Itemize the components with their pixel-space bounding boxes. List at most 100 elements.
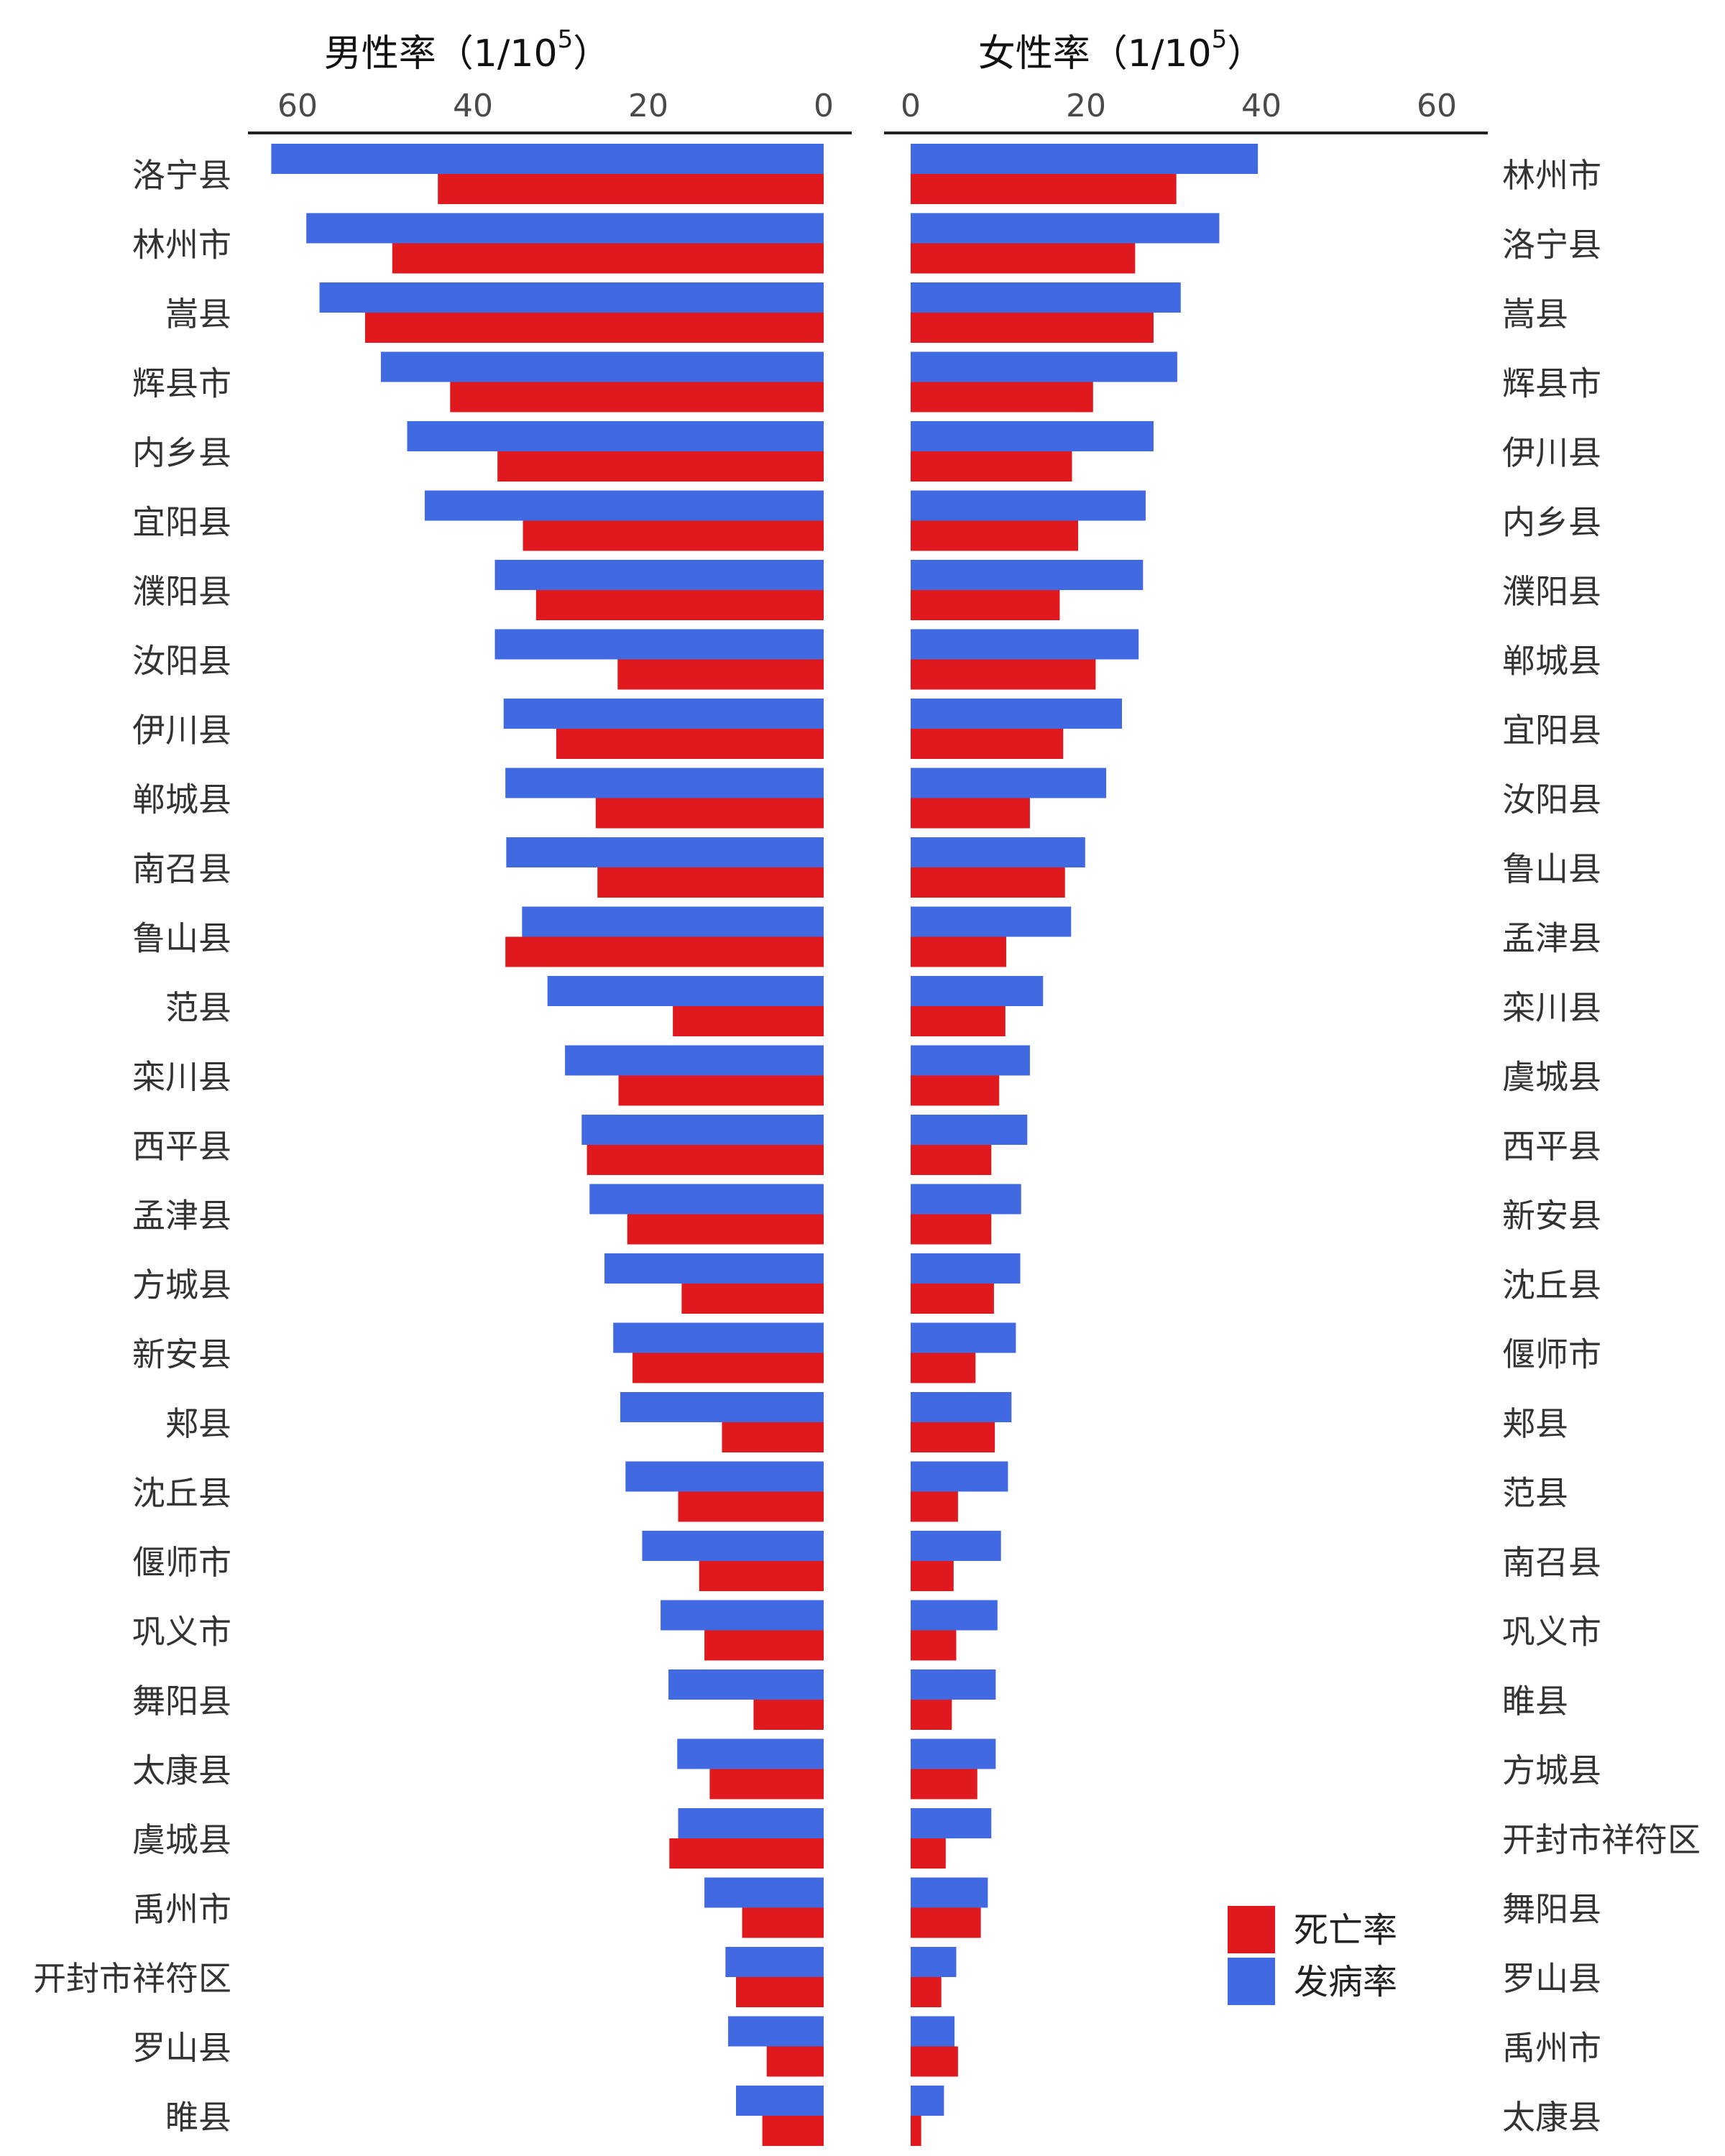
male-bar-mortality [618,1075,824,1106]
male-category-label: 虞城县 [132,1820,231,1859]
male-bar-mortality [535,590,824,620]
female-bar-incidence [911,837,1085,867]
female-bar-incidence [911,490,1146,521]
male-bar-mortality [699,1561,824,1591]
female-bars [911,144,1259,2146]
female-bar-mortality [911,1769,978,1800]
male-bar-incidence [620,1392,824,1422]
female-category-label: 西平县 [1502,1127,1601,1166]
male-bar-incidence [506,837,824,867]
male-bar-incidence [565,1045,824,1076]
female-category-labels: 林州市洛宁县嵩县辉县市伊川县内乡县濮阳县郸城县宜阳县汝阳县鲁山县孟津县栾川县虞城… [1502,156,1701,2137]
female-bar-incidence [911,1045,1030,1076]
legend-swatch [1228,1958,1275,2005]
female-bar-incidence [911,144,1259,174]
female-bar-mortality [911,520,1079,551]
male-bar-mortality [722,1422,824,1452]
female-category-label: 舞阳县 [1502,1890,1601,1929]
female-category-label: 宜阳县 [1502,711,1601,750]
male-bar-incidence [494,560,824,590]
female-category-label: 新安县 [1502,1197,1601,1235]
female-bar-mortality [911,382,1093,413]
female-bar-mortality [911,590,1060,620]
female-x-tick-label: 60 [1417,88,1457,124]
female-bar-incidence [911,1322,1016,1353]
male-category-label: 禹州市 [132,1890,231,1929]
female-bar-mortality [911,1075,1000,1106]
female-bar-mortality [911,2046,958,2077]
female-bar-mortality [911,1006,1006,1036]
female-bar-incidence [911,1738,996,1769]
female-category-label: 太康县 [1502,2098,1601,2137]
female-bar-mortality [911,729,1064,759]
male-bar-mortality [627,1214,824,1245]
female-bar-mortality [911,867,1065,898]
male-category-label: 开封市祥符区 [33,1959,231,1998]
male-panel: 男性率（1/105） 60 40 20 0 洛宁县林州市嵩县辉县市内乡县宜阳县濮阳县汝… [33,25,852,2146]
female-bar-mortality [911,1907,981,1938]
female-x-tick-label: 0 [901,88,921,124]
female-bar-mortality [911,1284,994,1314]
female-category-label: 辉县市 [1502,364,1601,403]
female-category-label: 汝阳县 [1502,780,1601,819]
female-bar-incidence [911,1392,1012,1422]
male-bar-mortality [392,243,824,274]
female-category-label: 虞城县 [1502,1058,1601,1097]
female-category-label: 孟津县 [1502,919,1601,958]
male-bar-incidence [728,2016,824,2047]
female-bar-mortality [911,1422,995,1452]
male-category-label: 舞阳县 [132,1682,231,1720]
male-bar-incidence [604,1253,824,1284]
male-bar-incidence [736,2086,824,2116]
male-bar-mortality [709,1769,824,1800]
male-bar-incidence [677,1738,824,1769]
male-category-label: 孟津县 [132,1197,231,1235]
male-bar-incidence [625,1461,824,1492]
male-category-label: 鲁山县 [132,919,231,958]
male-category-label: 内乡县 [132,433,231,472]
male-x-tick-label: 60 [277,88,318,124]
female-bar-mortality [911,936,1006,967]
female-category-label: 栾川县 [1502,988,1601,1027]
male-bar-mortality [597,867,824,898]
male-category-label: 郏县 [165,1404,231,1443]
female-bar-incidence [911,1808,992,1838]
male-category-label: 伊川县 [132,711,231,750]
male-bar-mortality [742,1907,824,1938]
male-bar-mortality [505,936,824,967]
male-category-label: 南召县 [132,849,231,888]
male-bar-mortality [673,1006,824,1036]
male-category-label: 太康县 [132,1751,231,1790]
male-bar-incidence [271,144,824,174]
male-x-tick-label: 20 [628,88,668,124]
male-bar-mortality [766,2046,824,2077]
female-bar-incidence [911,1253,1021,1284]
male-category-label: 濮阳县 [132,572,231,611]
female-bar-mortality [911,1700,952,1730]
legend-label: 发病率 [1294,1962,1397,2002]
female-category-label: 睢县 [1502,1682,1568,1720]
legend-swatch [1228,1906,1275,1953]
female-bar-incidence [911,1600,998,1631]
male-bar-mortality [736,1977,824,2007]
male-category-label: 林州市 [132,226,231,264]
female-bar-incidence [911,282,1181,313]
male-bar-incidence [494,629,824,660]
male-bar-mortality [438,174,824,204]
male-bar-mortality [523,520,824,551]
female-x-tick-label: 20 [1066,88,1106,124]
male-bar-mortality [632,1353,824,1383]
female-bar-mortality [911,1214,992,1245]
female-category-label: 南召县 [1502,1543,1601,1582]
female-bar-mortality [911,313,1154,343]
female-bar-incidence [911,976,1044,1006]
female-bar-incidence [911,2016,954,2047]
female-bar-incidence [911,1184,1021,1215]
male-bar-incidence [589,1184,824,1215]
female-bar-mortality [911,659,1096,690]
male-bar-incidence [319,282,824,313]
male-bar-incidence [613,1322,824,1353]
male-bar-mortality [762,2116,824,2146]
male-bar-incidence [678,1808,824,1838]
female-category-label: 偃师市 [1502,1335,1601,1374]
